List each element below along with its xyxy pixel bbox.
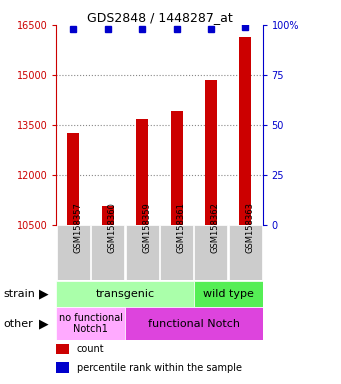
Text: strain: strain — [3, 289, 35, 299]
Text: GSM158359: GSM158359 — [142, 202, 151, 253]
Text: count: count — [77, 344, 104, 354]
Bar — [126, 225, 159, 280]
Bar — [68, 133, 79, 225]
Bar — [56, 281, 194, 307]
Text: other: other — [3, 318, 33, 329]
Text: transgenic: transgenic — [95, 289, 154, 299]
Text: percentile rank within the sample: percentile rank within the sample — [77, 362, 242, 372]
Bar — [102, 206, 114, 225]
Bar — [170, 111, 183, 225]
Bar — [194, 281, 263, 307]
Bar — [56, 362, 70, 372]
Bar — [239, 36, 251, 225]
Bar — [125, 307, 263, 340]
Text: GSM158362: GSM158362 — [211, 202, 220, 253]
Bar — [56, 344, 70, 354]
Bar — [229, 225, 262, 280]
Bar — [194, 225, 227, 280]
Text: GSM158360: GSM158360 — [108, 202, 117, 253]
Bar — [91, 225, 124, 280]
Text: wild type: wild type — [203, 289, 254, 299]
Text: functional Notch: functional Notch — [148, 318, 240, 329]
Text: ▶: ▶ — [39, 317, 49, 330]
Bar — [160, 225, 193, 280]
Title: GDS2848 / 1448287_at: GDS2848 / 1448287_at — [87, 11, 232, 24]
Bar — [136, 119, 148, 225]
Text: GSM158363: GSM158363 — [246, 202, 254, 253]
Text: GSM158361: GSM158361 — [177, 202, 186, 253]
Bar — [56, 307, 125, 340]
Bar — [57, 225, 90, 280]
Text: ▶: ▶ — [39, 288, 49, 301]
Bar — [205, 80, 217, 225]
Text: GSM158357: GSM158357 — [73, 202, 83, 253]
Text: no functional
Notch1: no functional Notch1 — [59, 313, 123, 334]
